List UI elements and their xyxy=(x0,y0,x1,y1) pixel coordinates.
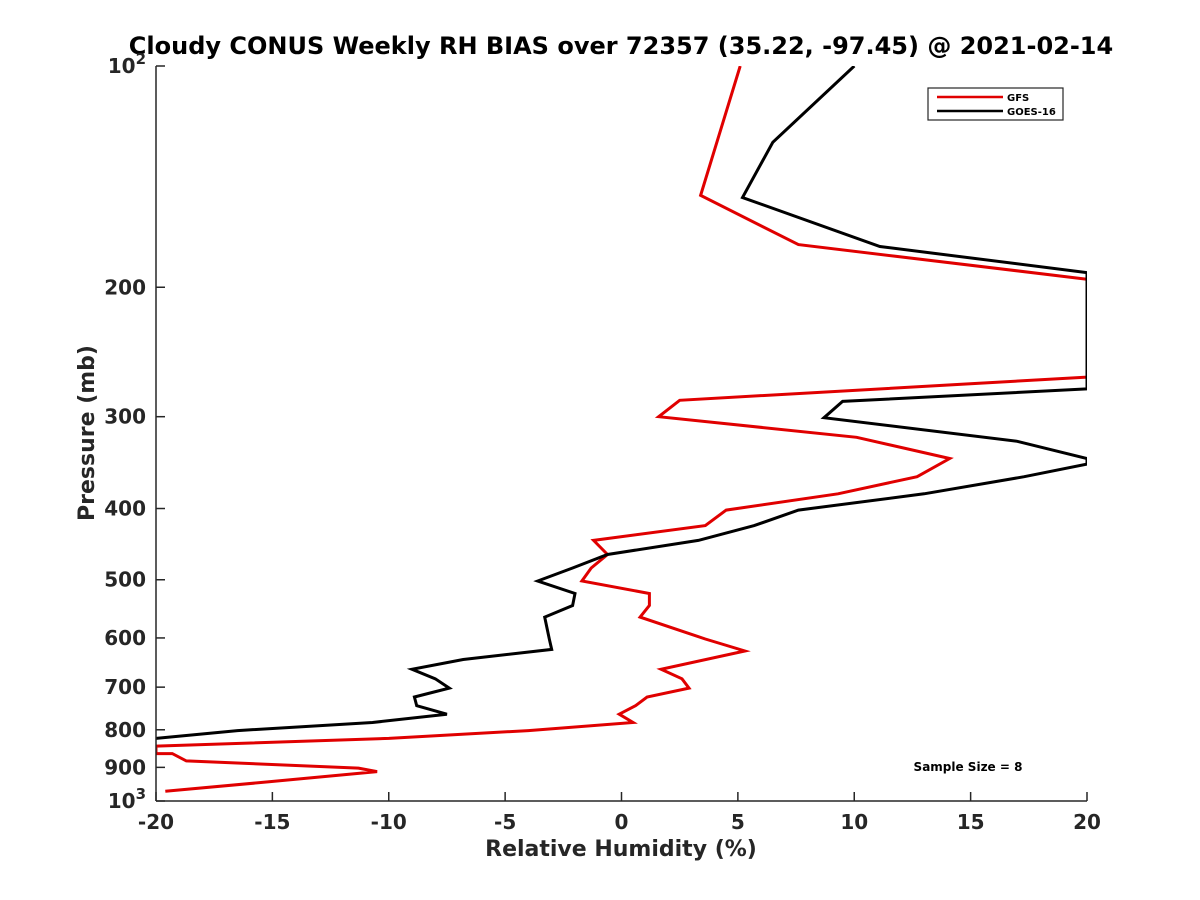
y-tick-label: 600 xyxy=(104,626,146,650)
y-tick-label: 200 xyxy=(104,275,146,299)
legend: GFS GOES-16 xyxy=(927,87,1064,121)
x-tick-label: 10 xyxy=(840,810,868,834)
series-line-gfs xyxy=(156,66,1087,793)
x-tick-label: 0 xyxy=(615,810,629,834)
x-axis-label: Relative Humidity (%) xyxy=(485,837,757,862)
series-layer xyxy=(156,66,1087,793)
legend-label-gfs: GFS xyxy=(1007,93,1029,104)
sample-size-annotation: Sample Size = 8 xyxy=(914,760,1023,774)
x-tick-label: 15 xyxy=(957,810,985,834)
y-tick-label: 300 xyxy=(104,405,146,429)
chart-title: Cloudy CONUS Weekly RH BIAS over 72357 (… xyxy=(129,32,1113,60)
y-tick-label: 800 xyxy=(104,718,146,742)
x-tick-label: 5 xyxy=(731,810,745,834)
y-tick-label: 500 xyxy=(104,568,146,592)
legend-label-goes16: GOES-16 xyxy=(1007,107,1056,118)
x-tick-label: 20 xyxy=(1073,810,1101,834)
legend-box xyxy=(927,87,1064,121)
y-tick-label: 700 xyxy=(104,675,146,699)
y-tick-label: 900 xyxy=(104,755,146,779)
y-tick-label: 103 xyxy=(108,785,146,813)
series-line-goes-16 xyxy=(156,66,1087,740)
y-tick-label: 400 xyxy=(104,497,146,521)
x-tick-label: -15 xyxy=(254,810,290,834)
y-axis-label: Pressure (mb) xyxy=(75,345,100,521)
x-tick-label: -5 xyxy=(494,810,516,834)
x-tick-label: -10 xyxy=(371,810,407,834)
y-tick-label: 102 xyxy=(108,50,146,78)
x-tick-label: -20 xyxy=(138,810,174,834)
x-axis-ticks: -20 -15 -10 -5 0 5 10 15 20 xyxy=(138,792,1101,834)
y-axis-ticks: 102 200 300 400 500 600 700 800 900 103 xyxy=(104,50,165,813)
